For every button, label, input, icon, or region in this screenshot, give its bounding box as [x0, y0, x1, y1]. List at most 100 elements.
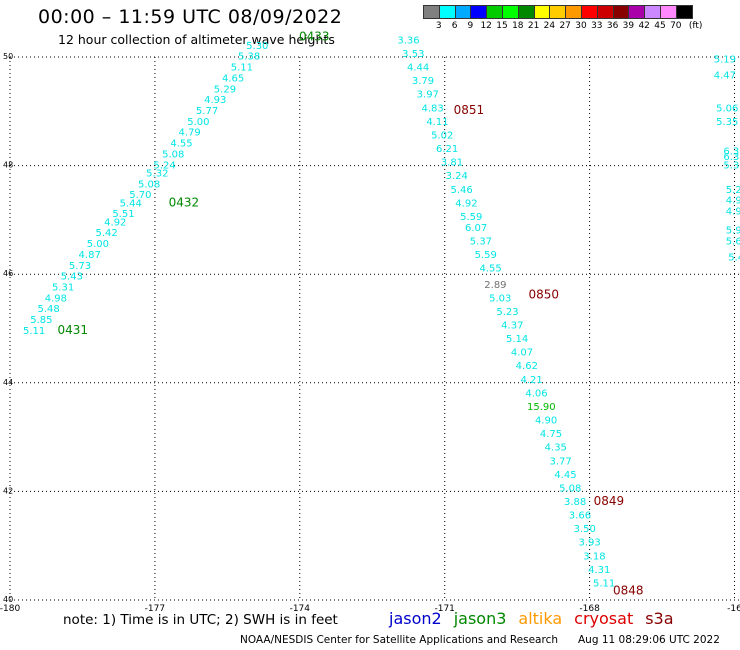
legend-item-jason2: jason2	[389, 609, 442, 628]
data-point-label: 5.06	[716, 103, 738, 114]
colorbar-tick-label: 33	[591, 21, 603, 31]
colorbar-tick-label: 18	[512, 21, 524, 31]
data-point-label: 3.77	[549, 456, 571, 467]
data-point-label: 4.92	[104, 217, 126, 228]
track-time-label: 0850	[528, 288, 559, 302]
data-point-label: 5.43	[728, 253, 740, 264]
y-tick-label: 50	[3, 52, 13, 61]
data-point-label: 4.55	[479, 263, 501, 274]
track-time-label: 0431	[58, 323, 89, 337]
data-point-label: 4.06	[525, 388, 547, 399]
data-point-label: 3.81	[441, 158, 463, 169]
track-time-label: 0848	[613, 584, 644, 598]
colorbar-tick-label: 9	[467, 21, 474, 31]
data-point-label: 5.48	[38, 304, 60, 315]
data-point-label: 5.24	[153, 160, 175, 171]
data-point-label: 5.02	[431, 130, 453, 141]
track-time-label: 0433	[299, 30, 330, 44]
data-point-label: 5.08	[162, 149, 184, 160]
colorbar-tick-label: 70	[670, 21, 682, 31]
data-point-label: 5.38	[238, 52, 260, 63]
data-point-label: 3.36	[397, 35, 419, 46]
data-point-label: 5.28	[726, 185, 740, 196]
data-point-label: 2.89	[484, 280, 506, 291]
x-tick-label: -168	[579, 604, 600, 614]
data-point-label: 4.92	[455, 198, 477, 209]
colorbar-unit-label: (ft)	[688, 21, 703, 31]
footer-note: note: 1) Time is in UTC; 2) SWH is in fe…	[63, 612, 338, 628]
data-point-label: 3.79	[412, 76, 434, 87]
data-point-label: 5.46	[450, 185, 472, 196]
data-point-label: 5.85	[30, 315, 52, 326]
data-point-label: 4.83	[421, 103, 443, 114]
colorbar-tick-label: 24	[543, 21, 556, 31]
colorbar	[423, 5, 693, 19]
data-point-label: 15.90	[527, 402, 556, 413]
data-point-label: 5.77	[196, 106, 218, 117]
data-point-label: 4.45	[554, 470, 576, 481]
data-point-label: 5.65	[726, 236, 740, 247]
page-title: 00:00 – 11:59 UTC 08/09/2022	[38, 6, 343, 28]
data-point-label: 5.96	[726, 225, 740, 236]
data-point-label: 5.35	[716, 117, 738, 128]
data-point-label: 4.62	[516, 361, 538, 372]
mission-legend: jason2 jason3 altika cryosat s3a	[389, 609, 674, 628]
grid-layer	[9, 56, 740, 601]
data-point-label: 5.70	[129, 190, 151, 201]
data-point-label: 6.39	[723, 152, 740, 163]
data-point-label: 5.42	[95, 228, 117, 239]
data-point-label: 4.87	[79, 250, 101, 261]
data-point-label: 5.51	[112, 209, 134, 220]
data-point-label: 5.30	[246, 41, 268, 52]
colorbar-swatch	[675, 5, 693, 19]
colorbar-tick-label: 3	[435, 21, 442, 31]
data-point-label: 4.31	[588, 565, 610, 576]
footer-timestamp: Aug 11 08:29:06 UTC 2022	[578, 634, 720, 646]
data-point-label: 3.24	[446, 171, 468, 182]
colorbar-tick-label: 15	[496, 21, 508, 31]
colorbar-tick-label: 45	[654, 21, 666, 31]
legend-item-cryosat: cryosat	[574, 609, 634, 628]
legend-item-s3a: s3a	[645, 609, 674, 628]
colorbar-tick-label: 30	[575, 21, 587, 31]
data-point-label: 5.00	[87, 239, 109, 250]
data-point-label: 4.79	[179, 128, 201, 139]
x-tick-label: -177	[145, 604, 165, 614]
data-point-label: 4.07	[511, 348, 533, 359]
data-point-label: 5.00	[187, 117, 209, 128]
data-point-label: 5.11	[593, 578, 615, 589]
track-time-label: 0851	[454, 103, 485, 117]
data-point-label: 6.21	[436, 144, 458, 155]
data-point-label: 4.35	[545, 443, 567, 454]
data-point-label: 5.08	[138, 179, 160, 190]
data-point-label: 4.95	[726, 196, 740, 207]
data-point-label: 5.19	[714, 54, 736, 65]
y-tick-label: 44	[3, 378, 13, 387]
data-point-label: 4.90	[535, 416, 557, 427]
data-point-label: 5.37	[470, 236, 492, 247]
data-point-label: 4.21	[521, 375, 543, 386]
y-tick-label: 42	[3, 486, 13, 495]
data-point-label: 4.75	[540, 429, 562, 440]
footer-credits: NOAA/NESDIS Center for Satellite Applica…	[240, 634, 558, 646]
data-point-label: 3.50	[574, 524, 596, 535]
colorbar-tick-label: 12	[480, 21, 492, 31]
data-point-label: 5.32	[146, 168, 168, 179]
data-point-label: 4.94	[726, 206, 740, 217]
data-point-label: 5.59	[460, 212, 482, 223]
data-point-label: 4.11	[426, 117, 448, 128]
colorbar-tick-label: 36	[606, 21, 619, 31]
data-point-label: 4.44	[407, 63, 429, 74]
colorbar-tick-label: 42	[638, 21, 650, 31]
points-layer: 5.115.855.484.985.315.435.734.875.005.42…	[23, 30, 740, 598]
data-point-label: 4.93	[204, 95, 226, 106]
data-point-label: 6.07	[465, 223, 487, 234]
data-point-label: 5.14	[506, 334, 528, 345]
colorbar-tick-label: 27	[559, 21, 571, 31]
y-tick-label: 40	[3, 595, 13, 604]
data-point-label: 5.31	[52, 282, 74, 293]
data-point-label: 3.18	[583, 551, 605, 562]
track-time-label: 0849	[594, 494, 625, 508]
